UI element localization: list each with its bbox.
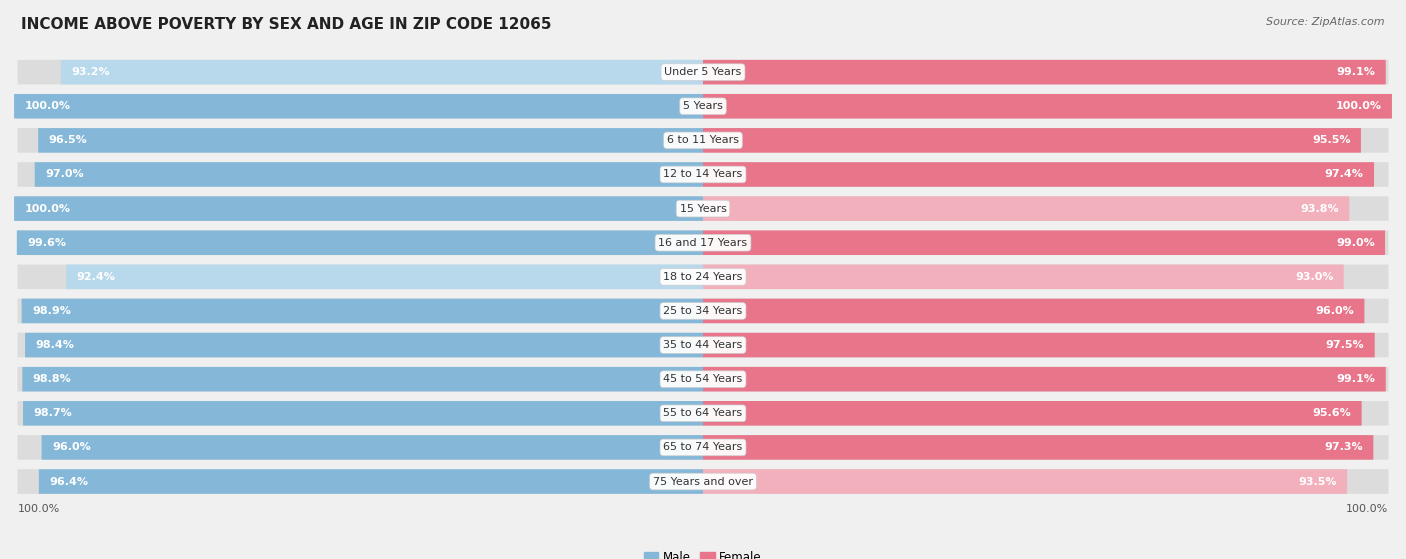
FancyBboxPatch shape bbox=[703, 333, 1375, 357]
FancyBboxPatch shape bbox=[703, 299, 1364, 323]
FancyBboxPatch shape bbox=[25, 333, 703, 357]
FancyBboxPatch shape bbox=[17, 162, 1389, 187]
FancyBboxPatch shape bbox=[17, 469, 1389, 494]
FancyBboxPatch shape bbox=[703, 469, 1347, 494]
Text: 98.7%: 98.7% bbox=[34, 408, 72, 418]
FancyBboxPatch shape bbox=[17, 196, 1389, 221]
FancyBboxPatch shape bbox=[17, 401, 1389, 425]
FancyBboxPatch shape bbox=[66, 264, 703, 289]
FancyBboxPatch shape bbox=[703, 60, 1386, 84]
Text: 96.4%: 96.4% bbox=[49, 476, 89, 486]
Text: 97.0%: 97.0% bbox=[45, 169, 84, 179]
Text: 99.1%: 99.1% bbox=[1337, 374, 1375, 384]
Text: 95.6%: 95.6% bbox=[1313, 408, 1351, 418]
Text: 45 to 54 Years: 45 to 54 Years bbox=[664, 374, 742, 384]
Text: 98.4%: 98.4% bbox=[35, 340, 75, 350]
FancyBboxPatch shape bbox=[35, 162, 703, 187]
FancyBboxPatch shape bbox=[703, 128, 1361, 153]
Text: 65 to 74 Years: 65 to 74 Years bbox=[664, 442, 742, 452]
Text: 15 Years: 15 Years bbox=[679, 203, 727, 214]
FancyBboxPatch shape bbox=[17, 299, 1389, 323]
Text: 100.0%: 100.0% bbox=[24, 101, 70, 111]
Text: 93.5%: 93.5% bbox=[1298, 476, 1337, 486]
Text: 96.0%: 96.0% bbox=[1315, 306, 1354, 316]
Text: 100.0%: 100.0% bbox=[1336, 101, 1382, 111]
FancyBboxPatch shape bbox=[22, 367, 703, 391]
Text: 97.4%: 97.4% bbox=[1324, 169, 1364, 179]
FancyBboxPatch shape bbox=[39, 469, 703, 494]
Text: 25 to 34 Years: 25 to 34 Years bbox=[664, 306, 742, 316]
Text: 100.0%: 100.0% bbox=[24, 203, 70, 214]
FancyBboxPatch shape bbox=[17, 60, 1389, 84]
Text: 98.8%: 98.8% bbox=[32, 374, 72, 384]
Text: 5 Years: 5 Years bbox=[683, 101, 723, 111]
FancyBboxPatch shape bbox=[60, 60, 703, 84]
FancyBboxPatch shape bbox=[703, 230, 1385, 255]
FancyBboxPatch shape bbox=[17, 435, 1389, 459]
Text: 97.3%: 97.3% bbox=[1324, 442, 1362, 452]
FancyBboxPatch shape bbox=[21, 299, 703, 323]
FancyBboxPatch shape bbox=[17, 230, 1389, 255]
FancyBboxPatch shape bbox=[17, 230, 703, 255]
FancyBboxPatch shape bbox=[17, 333, 1389, 357]
Text: 75 Years and over: 75 Years and over bbox=[652, 476, 754, 486]
FancyBboxPatch shape bbox=[42, 435, 703, 459]
FancyBboxPatch shape bbox=[17, 367, 1389, 391]
Text: 97.5%: 97.5% bbox=[1326, 340, 1364, 350]
Text: INCOME ABOVE POVERTY BY SEX AND AGE IN ZIP CODE 12065: INCOME ABOVE POVERTY BY SEX AND AGE IN Z… bbox=[21, 17, 551, 32]
FancyBboxPatch shape bbox=[703, 264, 1344, 289]
FancyBboxPatch shape bbox=[14, 196, 703, 221]
Text: Under 5 Years: Under 5 Years bbox=[665, 67, 741, 77]
FancyBboxPatch shape bbox=[703, 401, 1361, 425]
FancyBboxPatch shape bbox=[703, 435, 1374, 459]
Text: 55 to 64 Years: 55 to 64 Years bbox=[664, 408, 742, 418]
Text: 100.0%: 100.0% bbox=[1347, 504, 1389, 514]
Legend: Male, Female: Male, Female bbox=[640, 546, 766, 559]
Text: 35 to 44 Years: 35 to 44 Years bbox=[664, 340, 742, 350]
Text: 16 and 17 Years: 16 and 17 Years bbox=[658, 238, 748, 248]
Text: 18 to 24 Years: 18 to 24 Years bbox=[664, 272, 742, 282]
FancyBboxPatch shape bbox=[17, 128, 1389, 153]
FancyBboxPatch shape bbox=[703, 367, 1386, 391]
FancyBboxPatch shape bbox=[703, 94, 1392, 119]
Text: 96.0%: 96.0% bbox=[52, 442, 91, 452]
Text: 95.5%: 95.5% bbox=[1312, 135, 1351, 145]
FancyBboxPatch shape bbox=[703, 196, 1350, 221]
FancyBboxPatch shape bbox=[17, 264, 1389, 289]
FancyBboxPatch shape bbox=[703, 162, 1374, 187]
Text: 99.1%: 99.1% bbox=[1337, 67, 1375, 77]
Text: 99.0%: 99.0% bbox=[1336, 238, 1375, 248]
Text: 99.6%: 99.6% bbox=[27, 238, 66, 248]
Text: Source: ZipAtlas.com: Source: ZipAtlas.com bbox=[1267, 17, 1385, 27]
Text: 96.5%: 96.5% bbox=[48, 135, 87, 145]
Text: 92.4%: 92.4% bbox=[77, 272, 115, 282]
Text: 6 to 11 Years: 6 to 11 Years bbox=[666, 135, 740, 145]
FancyBboxPatch shape bbox=[14, 94, 703, 119]
Text: 12 to 14 Years: 12 to 14 Years bbox=[664, 169, 742, 179]
Text: 93.2%: 93.2% bbox=[72, 67, 110, 77]
Text: 93.0%: 93.0% bbox=[1295, 272, 1333, 282]
FancyBboxPatch shape bbox=[17, 94, 1389, 119]
FancyBboxPatch shape bbox=[22, 401, 703, 425]
Text: 98.9%: 98.9% bbox=[32, 306, 70, 316]
Text: 100.0%: 100.0% bbox=[17, 504, 59, 514]
Text: 93.8%: 93.8% bbox=[1301, 203, 1339, 214]
FancyBboxPatch shape bbox=[38, 128, 703, 153]
